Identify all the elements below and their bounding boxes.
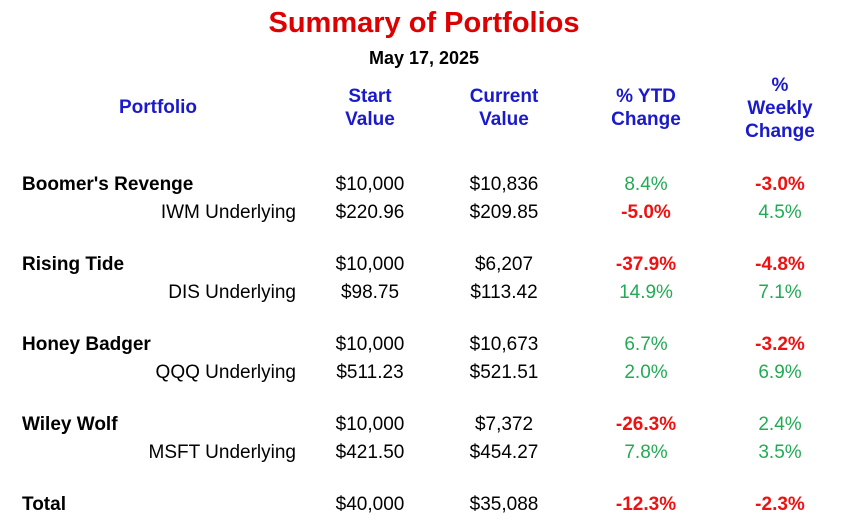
header-weekly-line-3: Change [745, 121, 815, 142]
underlying-row-start: $220.96 [335, 202, 405, 223]
header-weekly-line-1: % [771, 75, 789, 96]
portfolio-row-weekly: -2.3% [755, 494, 805, 515]
underlying-row-ytd: 14.9% [619, 282, 673, 303]
underlying-row-weekly: 4.5% [758, 202, 802, 223]
portfolio-row-current: $10,836 [469, 174, 539, 195]
underlying-row-weekly: 6.9% [758, 362, 802, 383]
portfolio-row-start: $10,000 [335, 414, 405, 435]
header-portfolio-label: Portfolio [118, 97, 198, 118]
portfolio-row-start: $10,000 [335, 254, 405, 275]
portfolio-row-ytd: 6.7% [624, 334, 668, 355]
underlying-row-name: DIS Underlying [168, 282, 296, 303]
underlying-row-start: $98.75 [340, 282, 400, 303]
portfolio-row-weekly: -4.8% [755, 254, 805, 275]
underlying-row-weekly: 7.1% [758, 282, 802, 303]
portfolio-row-name: Honey Badger [22, 334, 151, 355]
header-start-value: Start Value [300, 85, 440, 131]
portfolio-row-name: Rising Tide [22, 254, 125, 275]
portfolio-row-weekly: -3.2% [755, 334, 805, 355]
underlying-row-ytd: -5.0% [621, 202, 671, 223]
underlying-row-ytd: 7.8% [624, 442, 668, 463]
portfolio-row-start: $10,000 [335, 334, 405, 355]
header-weekly-change: % Weekly Change [710, 74, 848, 143]
header-start-line-1: Start [348, 86, 392, 107]
header-current-value: Current Value [434, 85, 574, 131]
underlying-row-current: $521.51 [469, 362, 539, 383]
header-portfolio: Portfolio [88, 96, 228, 119]
underlying-row-name: IWM Underlying [160, 202, 296, 223]
underlying-row-current: $454.27 [469, 442, 539, 463]
header-current-line-2: Value [479, 109, 529, 130]
portfolio-row-weekly: -3.0% [755, 174, 805, 195]
portfolio-row-ytd: -37.9% [615, 254, 677, 275]
underlying-row-current: $209.85 [469, 202, 539, 223]
portfolio-row-start: $10,000 [335, 174, 405, 195]
portfolio-row-current: $10,673 [469, 334, 539, 355]
page-title: Summary of Portfolios [268, 7, 580, 39]
portfolio-row-start: $40,000 [335, 494, 405, 515]
underlying-row-ytd: 2.0% [624, 362, 668, 383]
portfolio-row-name: Boomer's Revenge [22, 174, 194, 195]
portfolio-row-current: $7,372 [474, 414, 534, 435]
portfolio-row-ytd: 8.4% [624, 174, 668, 195]
underlying-row-start: $511.23 [336, 362, 404, 383]
header-ytd-line-1: % YTD [616, 86, 676, 107]
underlying-row-name: QQQ Underlying [155, 362, 296, 383]
portfolio-row-current: $6,207 [474, 254, 534, 275]
portfolio-row-ytd: -26.3% [615, 414, 677, 435]
header-weekly-line-2: Weekly [747, 98, 813, 119]
header-start-line-2: Value [345, 109, 395, 130]
portfolio-row-name: Wiley Wolf [22, 414, 118, 435]
underlying-row-current: $113.42 [470, 282, 538, 303]
portfolio-row-name: Total [22, 494, 66, 515]
header-ytd-line-2: Change [611, 109, 681, 130]
underlying-row-start: $421.50 [335, 442, 405, 463]
underlying-row-name: MSFT Underlying [148, 442, 296, 463]
header-current-line-1: Current [469, 86, 539, 107]
portfolio-row-current: $35,088 [469, 494, 539, 515]
header-ytd-change: % YTD Change [576, 85, 716, 131]
portfolio-row-weekly: 2.4% [758, 414, 802, 435]
portfolio-row-ytd: -12.3% [615, 494, 677, 515]
report-date: May 17, 2025 [368, 48, 480, 68]
underlying-row-weekly: 3.5% [758, 442, 802, 463]
